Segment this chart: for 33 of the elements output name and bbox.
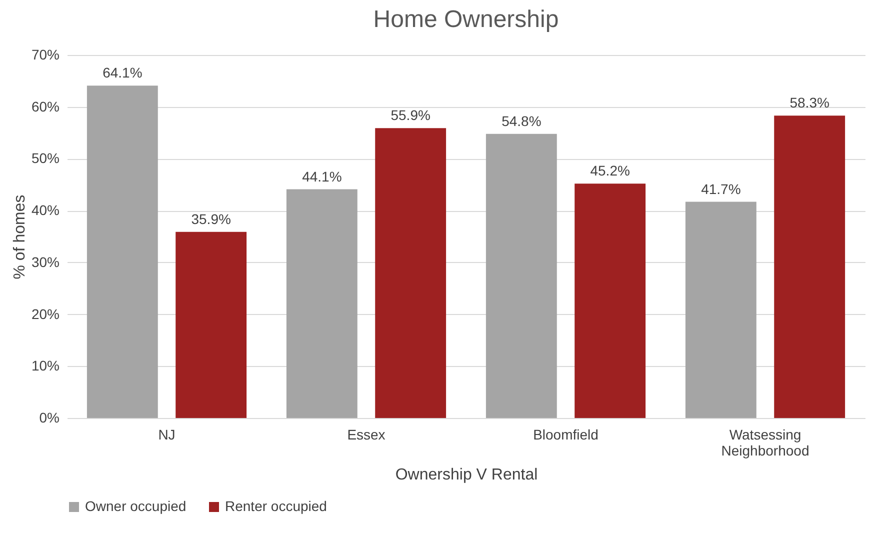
- y-tick-label: 60%: [31, 98, 60, 114]
- y-tick-label: 20%: [31, 306, 60, 322]
- x-tick-label: Essex: [347, 426, 386, 442]
- y-tick-label: 0%: [39, 410, 60, 426]
- data-label: 58.3%: [790, 94, 830, 111]
- y-tick-label: 40%: [31, 202, 60, 218]
- data-label: 35.9%: [191, 210, 231, 227]
- x-tick-label: Watsessing Neighborhood: [721, 426, 810, 458]
- y-axis-title: % of homes: [11, 194, 28, 280]
- bar: [574, 184, 646, 418]
- x-tick-label: NJ: [158, 426, 176, 442]
- data-label: 41.7%: [701, 180, 741, 197]
- bar: [176, 232, 247, 418]
- y-tick-label: 50%: [31, 150, 60, 166]
- legend-label: Renter occupied: [225, 498, 327, 514]
- y-tick-label: 30%: [31, 254, 60, 270]
- data-label: 45.2%: [590, 162, 630, 179]
- x-tick-label: Bloomfield: [533, 426, 598, 442]
- x-axis-title: Ownership V Rental: [395, 466, 538, 484]
- bar: [774, 116, 846, 418]
- bar: [685, 202, 756, 418]
- y-tick-label: 10%: [31, 358, 60, 374]
- y-tick-label: 70%: [31, 46, 60, 62]
- legend-label: Owner occupied: [85, 498, 186, 514]
- bar: [375, 128, 446, 418]
- data-label: 64.1%: [102, 64, 142, 81]
- bar: [86, 86, 158, 418]
- bar: [486, 134, 557, 418]
- data-label: 55.9%: [390, 107, 430, 124]
- data-label: 44.1%: [302, 168, 342, 184]
- data-label: 54.8%: [502, 112, 542, 129]
- chart-title: Home Ownership: [373, 6, 559, 33]
- bar: [286, 189, 358, 418]
